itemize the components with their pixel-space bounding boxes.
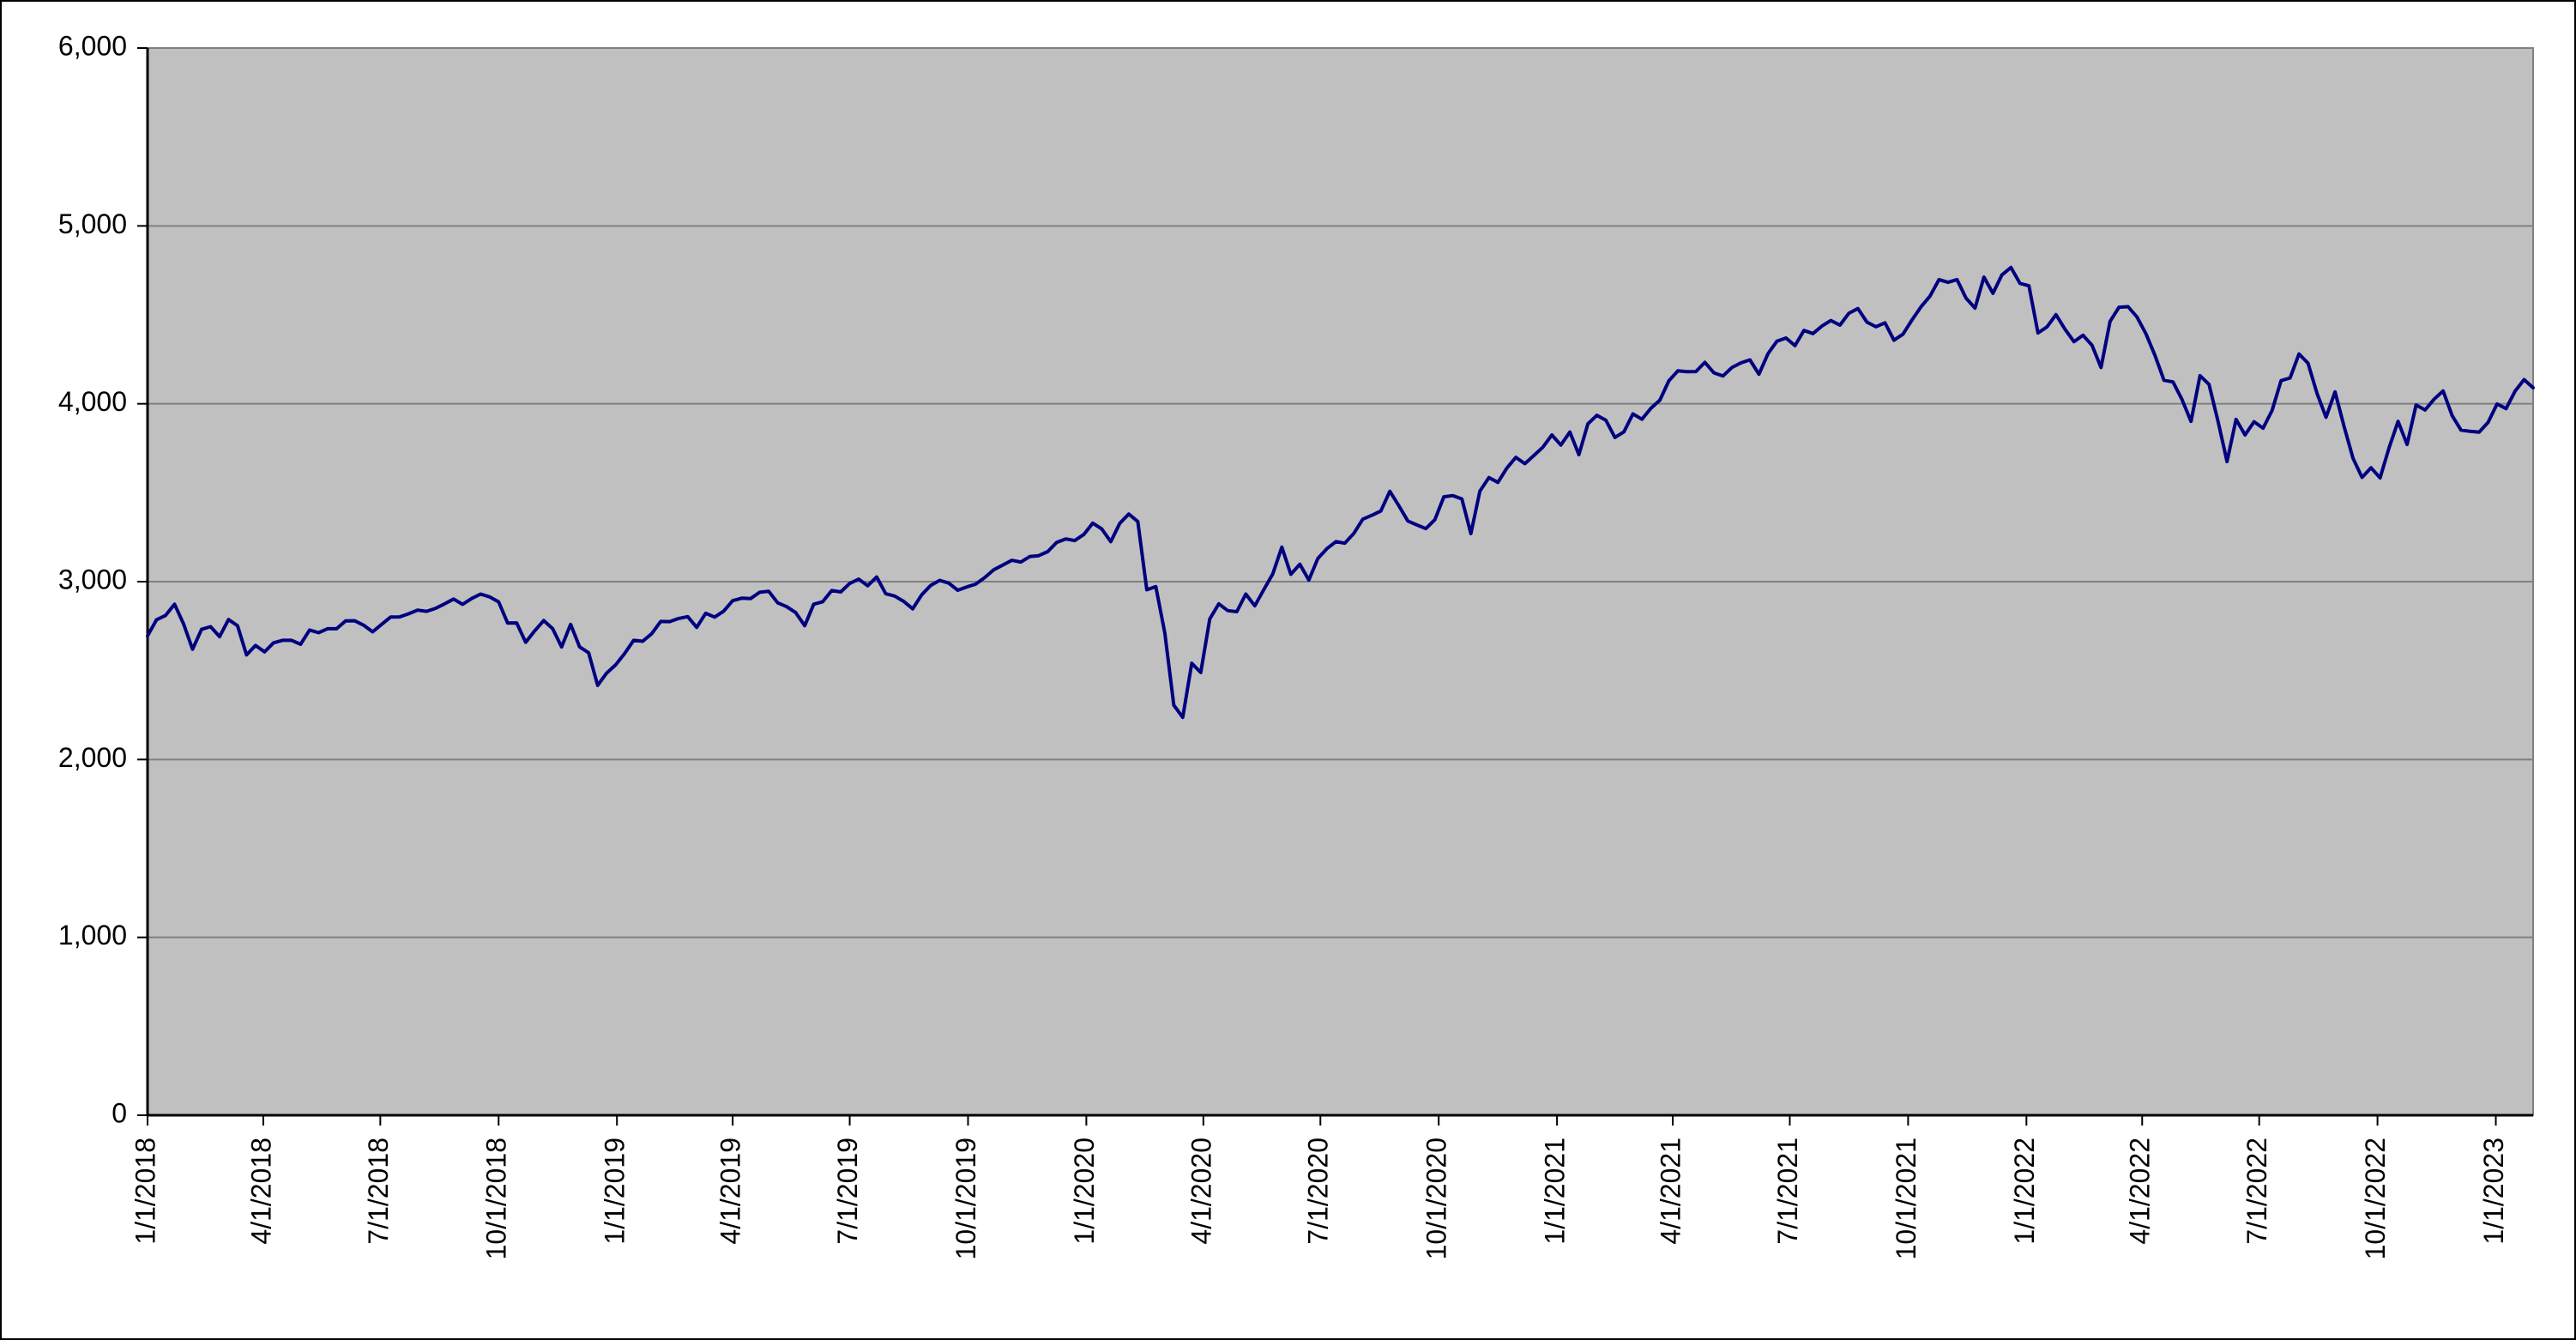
x-tick-label: 1/1/2020 [1069, 1138, 1100, 1245]
x-tick-label: 10/1/2021 [1891, 1138, 1921, 1259]
y-tick-label: 6,000 [58, 30, 127, 61]
x-tick-label: 4/1/2022 [2125, 1138, 2156, 1245]
x-tick-label: 7/1/2022 [2241, 1138, 2272, 1245]
x-tick-label: 1/1/2019 [600, 1138, 630, 1245]
x-tick-label: 7/1/2019 [832, 1138, 863, 1245]
x-tick-label: 7/1/2020 [1303, 1138, 1334, 1245]
x-tick-label: 10/1/2018 [481, 1138, 512, 1259]
x-tick-label: 1/1/2022 [2009, 1138, 2040, 1245]
x-tick-label: 4/1/2021 [1655, 1138, 1686, 1245]
x-tick-label: 7/1/2021 [1772, 1138, 1803, 1245]
x-tick-label: 1/1/2021 [1540, 1138, 1571, 1245]
x-tick-label: 4/1/2018 [245, 1138, 276, 1245]
y-tick-label: 0 [112, 1097, 127, 1128]
x-tick-label: 10/1/2022 [2360, 1138, 2391, 1259]
y-tick-label: 2,000 [58, 742, 127, 773]
y-tick-label: 1,000 [58, 920, 127, 951]
x-tick-label: 1/1/2018 [130, 1138, 160, 1245]
y-tick-label: 5,000 [58, 208, 127, 239]
x-tick-label: 1/1/2023 [2478, 1138, 2509, 1245]
x-tick-label: 10/1/2019 [950, 1138, 981, 1259]
x-tick-label: 4/1/2019 [715, 1138, 746, 1245]
x-tick-label: 7/1/2018 [363, 1138, 394, 1245]
x-tick-label: 4/1/2020 [1185, 1138, 1216, 1245]
x-tick-label: 10/1/2020 [1421, 1138, 1452, 1259]
y-tick-label: 4,000 [58, 386, 127, 417]
data-series-line [146, 265, 2535, 720]
y-tick-label: 3,000 [58, 564, 127, 595]
